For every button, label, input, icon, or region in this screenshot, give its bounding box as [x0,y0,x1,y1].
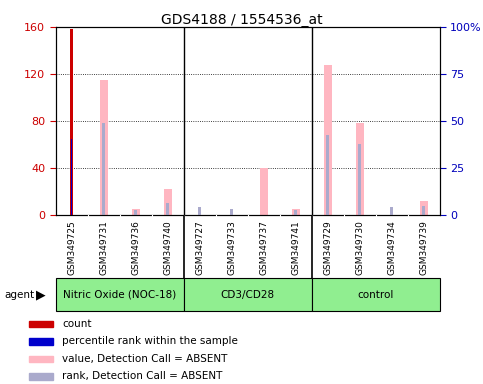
Bar [131,209,140,215]
Bar [28,356,53,362]
Bar [164,189,171,215]
Text: GSM349739: GSM349739 [419,220,428,275]
Text: GSM349740: GSM349740 [163,220,172,275]
Bar [71,139,72,215]
Bar [294,210,298,215]
Text: GSM349736: GSM349736 [131,220,140,275]
Bar [312,278,440,311]
Text: GSM349729: GSM349729 [323,220,332,275]
Text: control: control [357,290,394,300]
Bar [420,201,427,215]
Text: GSM349727: GSM349727 [195,220,204,275]
Text: percentile rank within the sample: percentile rank within the sample [62,336,238,346]
Text: GSM349737: GSM349737 [259,220,268,275]
Bar [292,209,299,215]
Bar [390,207,394,215]
Text: value, Detection Call = ABSENT: value, Detection Call = ABSENT [62,354,227,364]
Text: rank, Detection Call = ABSENT: rank, Detection Call = ABSENT [62,371,222,381]
Text: GSM349741: GSM349741 [291,220,300,275]
Bar [355,123,364,215]
Text: count: count [62,319,91,329]
Text: GSM349733: GSM349733 [227,220,236,275]
Bar [326,135,329,215]
Bar [184,278,312,311]
Text: GSM349725: GSM349725 [67,220,76,275]
Text: agent: agent [5,290,35,300]
Bar [166,203,170,215]
Bar [357,144,361,215]
Text: Nitric Oxide (NOC-18): Nitric Oxide (NOC-18) [63,290,176,300]
Bar [134,210,138,215]
Text: GSM349731: GSM349731 [99,220,108,275]
Bar [101,123,105,215]
Bar [259,168,268,215]
Text: GSM349730: GSM349730 [355,220,364,275]
Text: GSM349734: GSM349734 [387,220,396,275]
Text: CD3/CD28: CD3/CD28 [220,290,275,300]
Bar [28,373,53,380]
Text: ▶: ▶ [36,288,45,301]
Bar [28,321,53,327]
Bar [56,278,184,311]
Bar [99,80,108,215]
Bar [198,207,201,215]
Bar [70,29,73,215]
Bar [229,209,233,215]
Bar [324,65,331,215]
Text: GDS4188 / 1554536_at: GDS4188 / 1554536_at [161,13,322,27]
Bar [28,338,53,344]
Bar [422,206,426,215]
